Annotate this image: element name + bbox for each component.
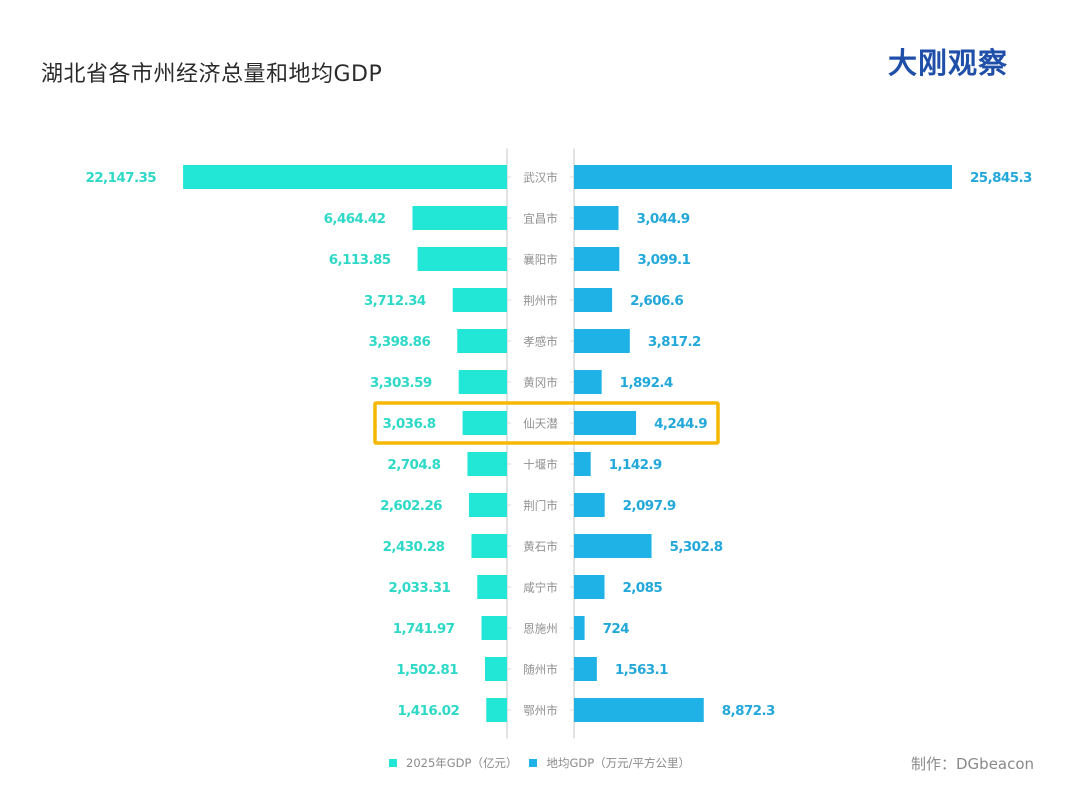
category-label: 荆州市 (523, 294, 558, 308)
category-label: 武汉市 (523, 171, 558, 185)
density-bars (574, 165, 952, 722)
density-value-label: 5,302.8 (670, 539, 723, 555)
density-value-label: 25,845.3 (970, 170, 1032, 186)
category-label: 孝感市 (523, 335, 558, 349)
gdp-bar (462, 411, 507, 435)
legend-label-density: 地均GDP（万元/平方公里） (546, 756, 691, 770)
category-label: 仙天潜 (523, 417, 558, 431)
gdp-bar (485, 657, 507, 681)
density-bar (574, 698, 704, 722)
gdp-value-label: 1,502.81 (396, 662, 458, 678)
density-bar (574, 452, 591, 476)
gdp-value-label: 3,398.86 (368, 334, 430, 350)
gdp-value-label: 22,147.35 (85, 170, 156, 186)
category-label: 宜昌市 (523, 212, 558, 226)
gdp-bar (468, 493, 507, 517)
category-label: 鄂州市 (523, 704, 558, 718)
density-value-label: 3,817.2 (648, 334, 701, 350)
density-value-label: 2,606.6 (630, 293, 683, 309)
density-bar (574, 206, 619, 230)
gdp-value-label: 1,416.02 (397, 703, 459, 719)
gdp-bar (452, 288, 507, 312)
highlight-box (373, 401, 720, 445)
density-bar (574, 657, 597, 681)
gdp-bar (457, 329, 507, 353)
gdp-value-label: 2,602.26 (380, 498, 442, 514)
density-value-label: 3,099.1 (637, 252, 690, 268)
gdp-bar (486, 698, 507, 722)
category-label: 随州市 (523, 663, 558, 677)
gdp-bar (477, 575, 507, 599)
density-bar (574, 534, 652, 558)
legend-label-gdp: 2025年GDP（亿元） (406, 756, 518, 770)
density-value-label: 3,044.9 (637, 211, 690, 227)
density-value-label: 8,872.3 (722, 703, 775, 719)
category-label: 十堰市 (523, 458, 558, 472)
gdp-value-label: 3,303.59 (370, 375, 432, 391)
gdp-bar (481, 616, 507, 640)
gdp-value-label: 3,712.34 (364, 293, 426, 309)
density-bar (574, 329, 630, 353)
density-bar (574, 247, 620, 271)
density-bar (574, 616, 585, 640)
legend-swatch-gdp (389, 759, 397, 767)
gdp-bar (417, 247, 507, 271)
gdp-value-label: 2,033.31 (388, 580, 450, 596)
highlight-layer (373, 401, 720, 445)
chart-labels: 22,147.35 25,845.3 武汉市 6,464.42 3,044.9 宜昌市 6,… (85, 170, 1032, 719)
credit-text: 制作：DGbeacon (911, 755, 1035, 773)
density-bar (574, 165, 952, 189)
density-bar (574, 411, 637, 435)
category-label: 恩施州 (523, 622, 558, 636)
category-label: 黄冈市 (523, 376, 558, 390)
density-value-label: 2,097.9 (623, 498, 676, 514)
category-label: 咸宁市 (523, 581, 558, 595)
gdp-value-label: 2,430.28 (383, 539, 445, 555)
brand-logo: 大刚观察 (888, 46, 1009, 80)
density-value-label: 724 (603, 621, 630, 637)
gdp-value-label: 2,704.8 (387, 457, 440, 473)
gdp-value-label: 6,113.85 (329, 252, 391, 268)
legend-item-gdp[interactable]: 2025年GDP（亿元） (389, 755, 517, 771)
density-value-label: 1,892.4 (620, 375, 673, 391)
legend-swatch-density (529, 759, 538, 767)
density-bar (574, 288, 613, 312)
chart-legend: 2025年GDP（亿元） 地均GDP（万元/平方公里） (389, 755, 702, 771)
density-bar (574, 575, 605, 599)
gdp-bar (458, 370, 507, 394)
legend-item-density[interactable]: 地均GDP（万元/平方公里） (529, 755, 690, 771)
chart-title: 湖北省各市州经济总量和地均GDP (41, 62, 383, 87)
gdp-value-label: 3,036.8 (383, 416, 436, 432)
gdp-bars (183, 165, 508, 722)
category-label: 黄石市 (523, 540, 558, 554)
density-bar (574, 493, 605, 517)
density-value-label: 1,142.9 (609, 457, 662, 473)
gdp-value-label: 1,741.97 (393, 621, 455, 637)
gdp-bar (471, 534, 507, 558)
gdp-bar (467, 452, 507, 476)
density-value-label: 2,085 (622, 580, 662, 596)
density-value-label: 4,244.9 (654, 416, 707, 432)
density-value-label: 1,563.1 (615, 662, 668, 678)
category-label: 荆门市 (523, 499, 558, 513)
category-label: 襄阳市 (523, 253, 558, 267)
gdp-value-label: 6,464.42 (324, 211, 386, 227)
density-bar (574, 370, 602, 394)
gdp-bar (183, 165, 508, 189)
gdp-bar (412, 206, 507, 230)
